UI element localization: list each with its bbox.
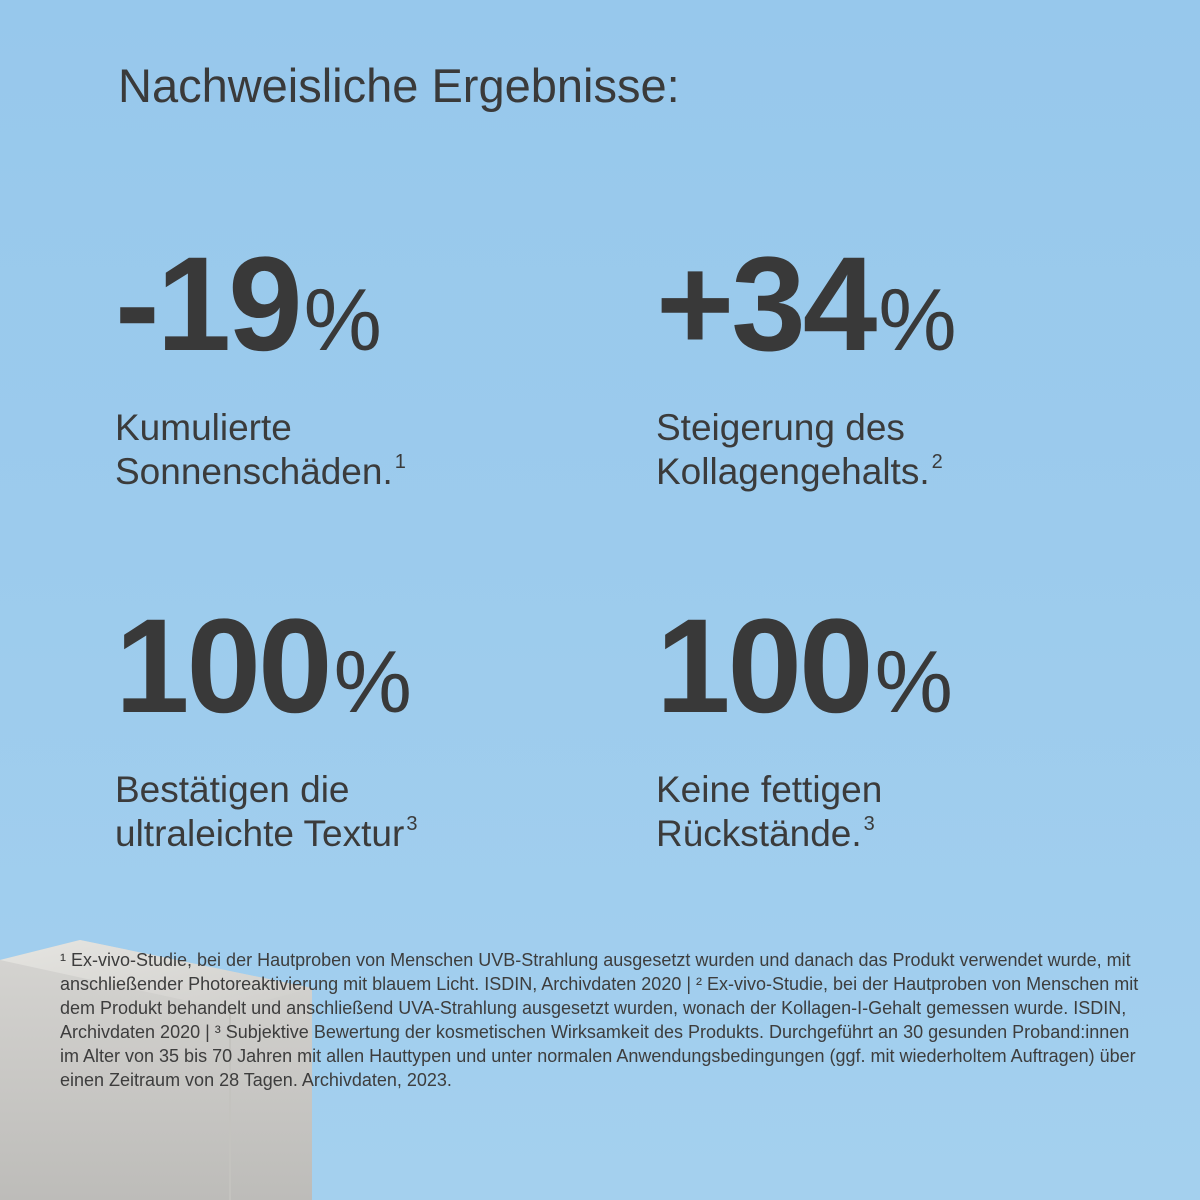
footnote-marker: 3 (863, 813, 875, 835)
stat-unit: % (878, 270, 957, 369)
stat-value: -19% (115, 238, 406, 372)
stat-label: Kumulierte Sonnenschäden. 1 (115, 406, 406, 494)
stat-label-line1: Steigerung des (656, 407, 905, 448)
footnote-marker: 3 (406, 813, 418, 835)
stat-unit: % (333, 632, 412, 731)
stat-value: 100% (656, 600, 953, 734)
stat-label: Steigerung des Kollagengehalts. 2 (656, 406, 957, 494)
stat-label-line1: Keine fettigen (656, 769, 883, 810)
stat-unit: % (874, 632, 953, 731)
stat-label-line2: Kollagengehalts. (656, 451, 930, 492)
stat-label: Bestätigen die ultraleichte Textur 3 (115, 768, 417, 856)
stat-number: +34 (656, 230, 877, 379)
stat-value: +34% (656, 238, 957, 372)
stat-collagen: +34% Steigerung des Kollagengehalts. 2 (656, 238, 957, 494)
stat-unit: % (303, 270, 382, 369)
stat-texture: 100% Bestätigen die ultraleichte Textur 3 (115, 600, 417, 856)
stat-residue: 100% Keine fettigen Rückstände. 3 (656, 600, 953, 856)
footnotes: ¹ Ex-vivo-Studie, bei der Hautproben von… (60, 950, 1139, 1090)
stat-sun-damage: -19% Kumulierte Sonnenschäden. 1 (115, 238, 406, 494)
page-title: Nachweisliche Ergebnisse: (118, 59, 680, 112)
stat-number: 100 (656, 592, 874, 741)
stat-label-line2: Rückstände. (656, 813, 862, 854)
stat-label-line1: Kumulierte (115, 407, 292, 448)
stat-label: Keine fettigen Rückstände. 3 (656, 768, 953, 856)
footnote-marker: 2 (931, 451, 943, 473)
stat-label-line2: ultraleichte Textur (115, 813, 405, 854)
stat-value: 100% (115, 600, 417, 734)
stat-number: -19 (115, 230, 303, 379)
stat-label-line2: Sonnenschäden. (115, 451, 393, 492)
concrete-wall-image (0, 940, 312, 1200)
footnote-marker: 1 (394, 451, 406, 473)
stat-number: 100 (115, 592, 333, 741)
stat-label-line1: Bestätigen die (115, 769, 350, 810)
